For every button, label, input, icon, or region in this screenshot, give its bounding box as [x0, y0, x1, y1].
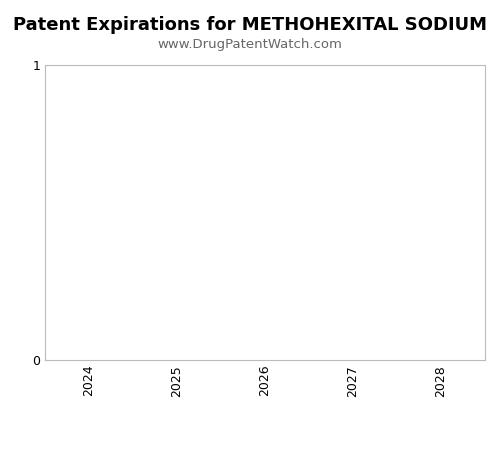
Text: Patent Expirations for METHOHEXITAL SODIUM: Patent Expirations for METHOHEXITAL SODI…: [13, 16, 487, 34]
Text: www.DrugPatentWatch.com: www.DrugPatentWatch.com: [158, 38, 342, 51]
